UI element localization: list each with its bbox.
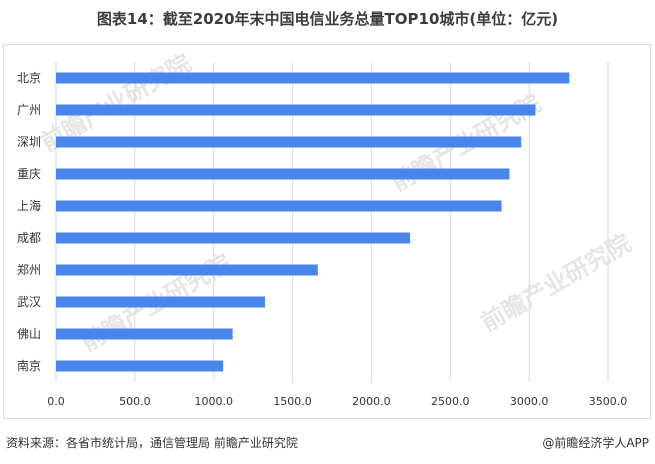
category-label: 北京	[17, 71, 41, 85]
x-tick-label: 3000.0	[510, 395, 549, 408]
bar-1	[56, 72, 570, 84]
bar-3	[56, 136, 522, 148]
bar-5	[56, 200, 502, 212]
bar-7	[56, 264, 318, 276]
watermark-text: 前瞻产业研究院	[476, 229, 635, 337]
bars-layer	[56, 72, 570, 372]
x-tick-label: 500.0	[119, 395, 151, 408]
chart-title: 图表14：截至2020年末中国电信业务总量TOP10城市(单位：亿元)	[96, 10, 559, 28]
category-label: 广州	[17, 103, 41, 117]
category-label: 武汉	[17, 295, 41, 309]
bar-2	[56, 104, 536, 116]
category-label: 成都	[17, 231, 41, 245]
source-note: 资料来源：各省市统计局，通信管理局 前瞻产业研究院	[6, 436, 298, 450]
category-label: 佛山	[17, 327, 41, 341]
category-label: 深圳	[17, 135, 41, 149]
x-tick-label: 2000.0	[352, 395, 391, 408]
bar-8	[56, 296, 265, 308]
chart-frame	[3, 44, 651, 419]
bar-4	[56, 168, 510, 180]
bar-6	[56, 232, 411, 244]
x-tick-label: 2500.0	[431, 395, 470, 408]
x-tick-label: 0.0	[47, 395, 65, 408]
x-tick-label: 1500.0	[273, 395, 312, 408]
bar-10	[56, 360, 224, 372]
category-label: 重庆	[17, 167, 41, 181]
brand-credit: @前瞻经济学人APP	[542, 436, 649, 450]
x-tick-label: 1000.0	[194, 395, 233, 408]
category-label: 南京	[17, 358, 41, 373]
x-axis-labels: 0.0 500.0 1000.0 1500.0 2000.0 2500.0 3000.0 35…	[47, 395, 627, 408]
x-tick-label: 3500.0	[589, 395, 628, 408]
category-label: 郑州	[17, 262, 41, 277]
bar-9	[56, 328, 233, 340]
category-label: 上海	[17, 198, 41, 213]
